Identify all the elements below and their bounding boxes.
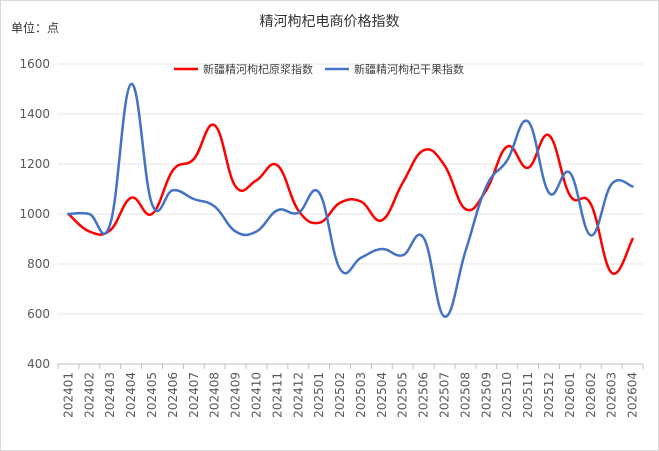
grid-lines	[58, 63, 643, 365]
series-line-2	[67, 82, 634, 318]
x-tick-label: 202501	[312, 372, 326, 418]
x-tick-label: 202411	[270, 372, 284, 418]
x-tick-label: 202508	[458, 372, 472, 418]
x-tick-label: 202410	[249, 372, 263, 418]
legend-label-2: 新疆精河枸杞干果指数	[354, 62, 464, 76]
x-tick-label: 202412	[291, 372, 305, 418]
chart-title: 精河枸杞电商价格指数	[259, 14, 400, 30]
x-tick-label: 202405	[145, 372, 159, 418]
unit-label: 单位：点	[11, 21, 60, 35]
legend-label-1: 新疆精河枸杞原浆指数	[203, 62, 313, 76]
x-tick-label: 202509	[479, 372, 493, 418]
x-tick-label: 202506	[417, 372, 431, 418]
y-tick-label: 1000	[19, 207, 50, 221]
x-tick-label: 202409	[229, 372, 243, 418]
x-tick-label: 202503	[354, 372, 368, 418]
legend: 新疆精河枸杞原浆指数 新疆精河枸杞干果指数	[174, 62, 464, 76]
y-tick-label: 1200	[19, 157, 50, 171]
x-tick-label: 202512	[542, 372, 556, 418]
x-tick-label: 202404	[124, 372, 138, 418]
x-tick-label: 202401	[61, 372, 75, 418]
x-tick-label: 202408	[208, 372, 222, 418]
x-tick-label: 202407	[187, 372, 201, 418]
x-tick-label: 202505	[396, 372, 410, 418]
y-tick-label: 400	[27, 357, 50, 371]
y-tick-label: 1600	[19, 57, 50, 71]
x-tick-label: 202403	[103, 372, 117, 418]
x-tick-label: 202504	[375, 372, 389, 418]
series-lines	[67, 82, 634, 318]
y-tick-label: 800	[27, 257, 50, 271]
x-tick-label: 202511	[521, 372, 535, 418]
x-tick-label: 202604	[626, 372, 640, 418]
x-tick-label: 202602	[584, 372, 598, 418]
x-tick-label: 202507	[438, 372, 452, 418]
x-tick-label: 202502	[333, 372, 347, 418]
x-tick-label: 202601	[563, 372, 577, 418]
y-axis: 400 600 800 1000 1200 1400 1600	[19, 57, 50, 371]
x-tick-label: 202603	[605, 372, 619, 418]
x-tick-label: 202510	[500, 372, 514, 418]
y-tick-label: 1400	[19, 107, 50, 121]
x-tick-label: 202406	[166, 372, 180, 418]
x-axis: 202401 202402 202403 202404 202405 202406 2024…	[57, 364, 644, 418]
x-tick-label: 202402	[82, 372, 96, 418]
y-tick-label: 600	[27, 307, 50, 321]
series-line-1	[67, 123, 634, 275]
